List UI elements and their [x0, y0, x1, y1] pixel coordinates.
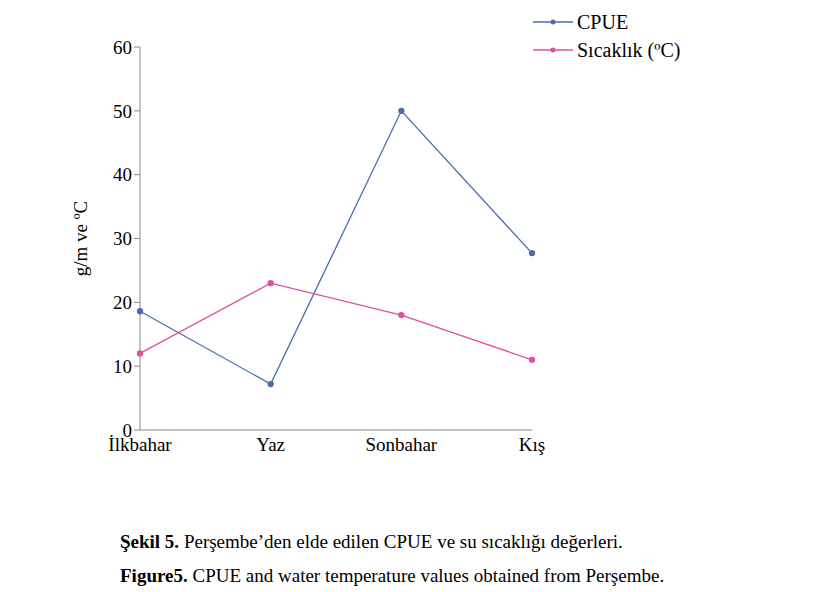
svg-text:0: 0 — [123, 420, 133, 441]
html-text:CPUE: CPUE — [577, 10, 629, 33]
html-text:Şekil 5. Perşembe’den elde edi: Şekil 5. Perşembe’den elde edilen CPUE v… — [120, 531, 623, 552]
svg-text:Kış: Kış — [519, 434, 545, 455]
svg-text:30: 30 — [113, 228, 132, 249]
svg-text:60: 60 — [113, 37, 132, 58]
svg-text:g/m ve ºC: g/m ve ºC — [70, 201, 91, 277]
html-text:Figure5. CPUE and water temper: Figure5. CPUE and water temperature valu… — [120, 565, 665, 586]
svg-text:Sonbahar: Sonbahar — [365, 434, 437, 455]
svg-text:40: 40 — [113, 164, 132, 185]
html-text:Sıcaklık (ºC): Sıcaklık (ºC) — [577, 38, 681, 61]
svg-text:İlkbahar: İlkbahar — [108, 434, 172, 455]
svg-text:20: 20 — [113, 292, 132, 313]
svg-text:Yaz: Yaz — [256, 434, 285, 455]
svg-text:50: 50 — [113, 101, 132, 122]
svg-text:10: 10 — [113, 356, 132, 377]
